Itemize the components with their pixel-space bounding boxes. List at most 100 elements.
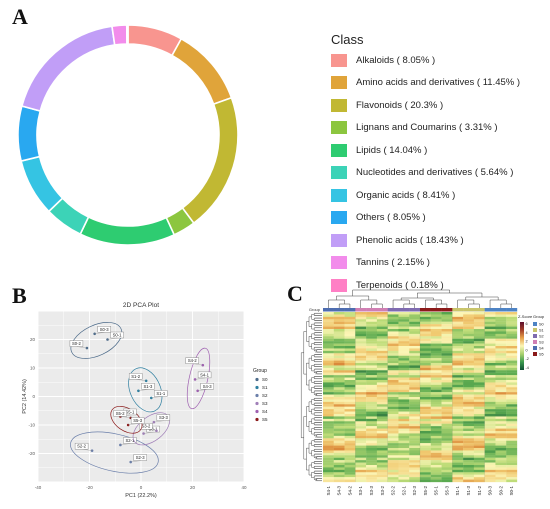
heatmap-cell [430,438,442,441]
heatmap-cell [430,380,442,383]
heatmap-cell [452,387,464,390]
heatmap-cell [463,477,475,480]
heatmap-cell [355,401,367,405]
heatmap-cell [420,421,431,424]
heatmap-cell [366,406,378,410]
heatmap-cell [376,474,388,478]
legend-marker [255,417,259,422]
heatmap-cell [355,316,367,320]
heatmap-cell [495,469,507,473]
heatmap-cell [452,428,464,432]
heatmap-cell [344,406,356,410]
heatmap-cell [484,433,496,437]
heatmap-cell [398,467,410,471]
heatmap-cell [409,363,421,366]
heatmap-cell [452,377,464,381]
legend-label: Tannins ( 2.15% ) [356,257,430,268]
heatmap-cell [409,350,421,354]
group-legend-label: S5 [539,353,544,357]
heatmap-cell [484,394,496,398]
heatmap-cell [473,321,485,325]
heatmap-cell [495,382,507,386]
heatmap-cell [430,387,442,390]
legend-label: S5 [262,417,268,422]
heatmap-cell [430,355,442,359]
heatmap-cell [506,312,518,315]
heatmap-cell [420,355,431,359]
heatmap-cell [333,450,345,454]
heatmap-cell [420,433,431,437]
heatmap-cell [495,431,507,434]
heatmap-cell [344,460,356,463]
point-label-leader [143,431,154,434]
heatmap-cell [495,462,507,466]
legend-item: Terpenoids ( 0.18% ) [331,277,444,293]
heatmap-cell [452,324,464,327]
heatmap-cell [495,372,507,376]
heatmap-cell [495,414,507,417]
heatmap-cell [344,462,356,466]
heatmap-cell [376,314,388,318]
heatmap-cell [333,440,345,444]
heatmap-cell [452,431,464,434]
legend-swatch [331,53,347,67]
heatmap-cell [366,377,378,381]
heatmap-cell [452,316,464,320]
heatmap-cell [441,450,453,454]
heatmap-cell [495,423,507,427]
heatmap-cell [355,372,367,376]
heatmap-cell [452,360,464,364]
heatmap-cell [366,421,378,424]
heatmap-cell [387,474,399,478]
heatmap-cell [366,367,378,371]
heatmap-cell [333,389,345,393]
heatmap-cell [333,443,345,446]
heatmap-cell [473,392,485,395]
donut-legend-title: Class [331,32,364,47]
heatmap-cell [323,455,334,458]
legend-label: Flavonoids ( 20.3% ) [356,99,444,111]
heatmap-cell [484,333,496,337]
point-label: S1-3 [143,384,153,389]
heatmap-cell [452,438,464,441]
heatmap-cell [473,389,485,393]
heatmap-cell [387,372,399,376]
heatmap-cell [441,355,453,359]
heatmap-cell [495,479,507,483]
heatmap-cell [409,469,421,473]
heatmap-cell [398,353,410,356]
heatmap-cell [484,331,496,335]
heatmap-cell [323,377,334,381]
heatmap-cell [473,397,485,400]
heatmap-cell [484,312,496,315]
heatmap-cell [473,319,485,322]
heatmap-cell [323,431,334,434]
heatmap-cell [506,404,518,407]
group-legend-swatch [533,340,537,344]
heatmap-cell [355,380,367,383]
heatmap-cell [506,382,518,386]
heatmap-cell [452,314,464,318]
heatmap-cell [409,392,421,395]
heatmap-cell [473,380,485,383]
heatmap-cell [398,319,410,322]
heatmap-cell [387,397,399,400]
heatmap-cell [506,469,518,473]
heatmap-cell [430,319,442,322]
heatmap-cell [344,341,356,344]
heatmap-cell [355,452,367,456]
heatmap-cell [495,433,507,437]
heatmap-cell [420,455,431,458]
heatmap-cell [473,346,485,349]
heatmap-cell [420,477,431,480]
heatmap-cell [387,428,399,432]
heatmap-cell [409,428,421,432]
heatmap-cell [333,314,345,318]
heatmap-cell [506,348,518,352]
column-label: S1-2 [477,486,482,496]
heatmap-cell [441,479,453,483]
heatmap-cell [387,375,399,378]
heatmap-cell [463,440,475,444]
heatmap-cell [441,394,453,398]
heatmap-cell [452,450,464,454]
